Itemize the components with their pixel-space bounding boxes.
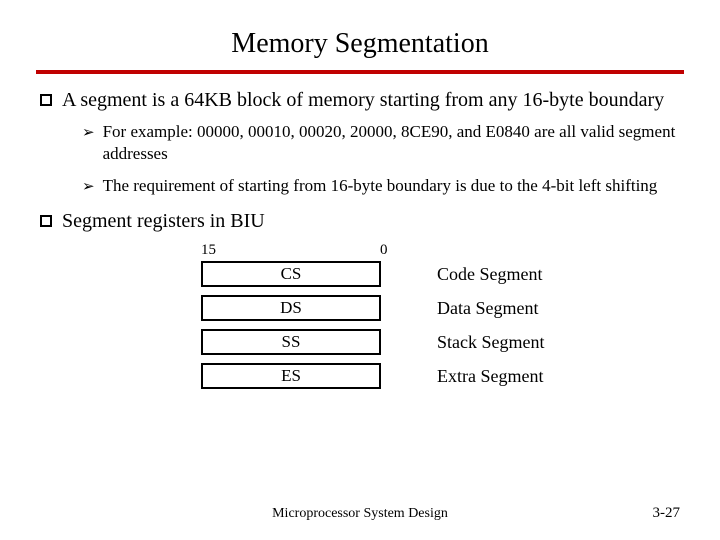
register-row: SS Stack Segment (201, 329, 684, 355)
sub-list: ➢ For example: 00000, 00010, 00020, 2000… (82, 121, 684, 197)
bullet-text: Segment registers in BIU (62, 209, 265, 234)
register-box-cs: CS (201, 261, 381, 287)
register-label: Extra Segment (437, 366, 543, 387)
sub-text: For example: 00000, 00010, 00020, 20000,… (103, 121, 684, 165)
sub-item: ➢ The requirement of starting from 16-by… (82, 175, 684, 197)
page-number: 3-27 (653, 505, 681, 522)
square-bullet-icon (40, 215, 52, 227)
sub-text: The requirement of starting from 16-byte… (103, 175, 658, 197)
bit-axis: 15 0 (201, 242, 684, 259)
register-box-ss: SS (201, 329, 381, 355)
register-row: DS Data Segment (201, 295, 684, 321)
register-row: CS Code Segment (201, 261, 684, 287)
sub-item: ➢ For example: 00000, 00010, 00020, 2000… (82, 121, 684, 165)
square-bullet-icon (40, 94, 52, 106)
bullet-text: A segment is a 64KB block of memory star… (62, 88, 664, 113)
bullet-item: A segment is a 64KB block of memory star… (40, 88, 684, 113)
arrow-bullet-icon: ➢ (82, 123, 95, 142)
register-label: Stack Segment (437, 332, 544, 353)
register-box-ds: DS (201, 295, 381, 321)
bit-low-label: 0 (380, 242, 388, 259)
title-underline (36, 70, 684, 74)
slide-title: Memory Segmentation (36, 28, 684, 60)
bullet-list: A segment is a 64KB block of memory star… (40, 88, 684, 234)
register-box-es: ES (201, 363, 381, 389)
bit-high-label: 15 (201, 242, 216, 259)
bullet-item: Segment registers in BIU (40, 209, 684, 234)
register-label: Code Segment (437, 264, 543, 285)
register-diagram: 15 0 CS Code Segment DS Data Segment SS … (201, 242, 684, 389)
arrow-bullet-icon: ➢ (82, 177, 95, 196)
register-row: ES Extra Segment (201, 363, 684, 389)
footer-text: Microprocessor System Design (0, 506, 720, 522)
register-label: Data Segment (437, 298, 538, 319)
slide: Memory Segmentation A segment is a 64KB … (0, 0, 720, 540)
